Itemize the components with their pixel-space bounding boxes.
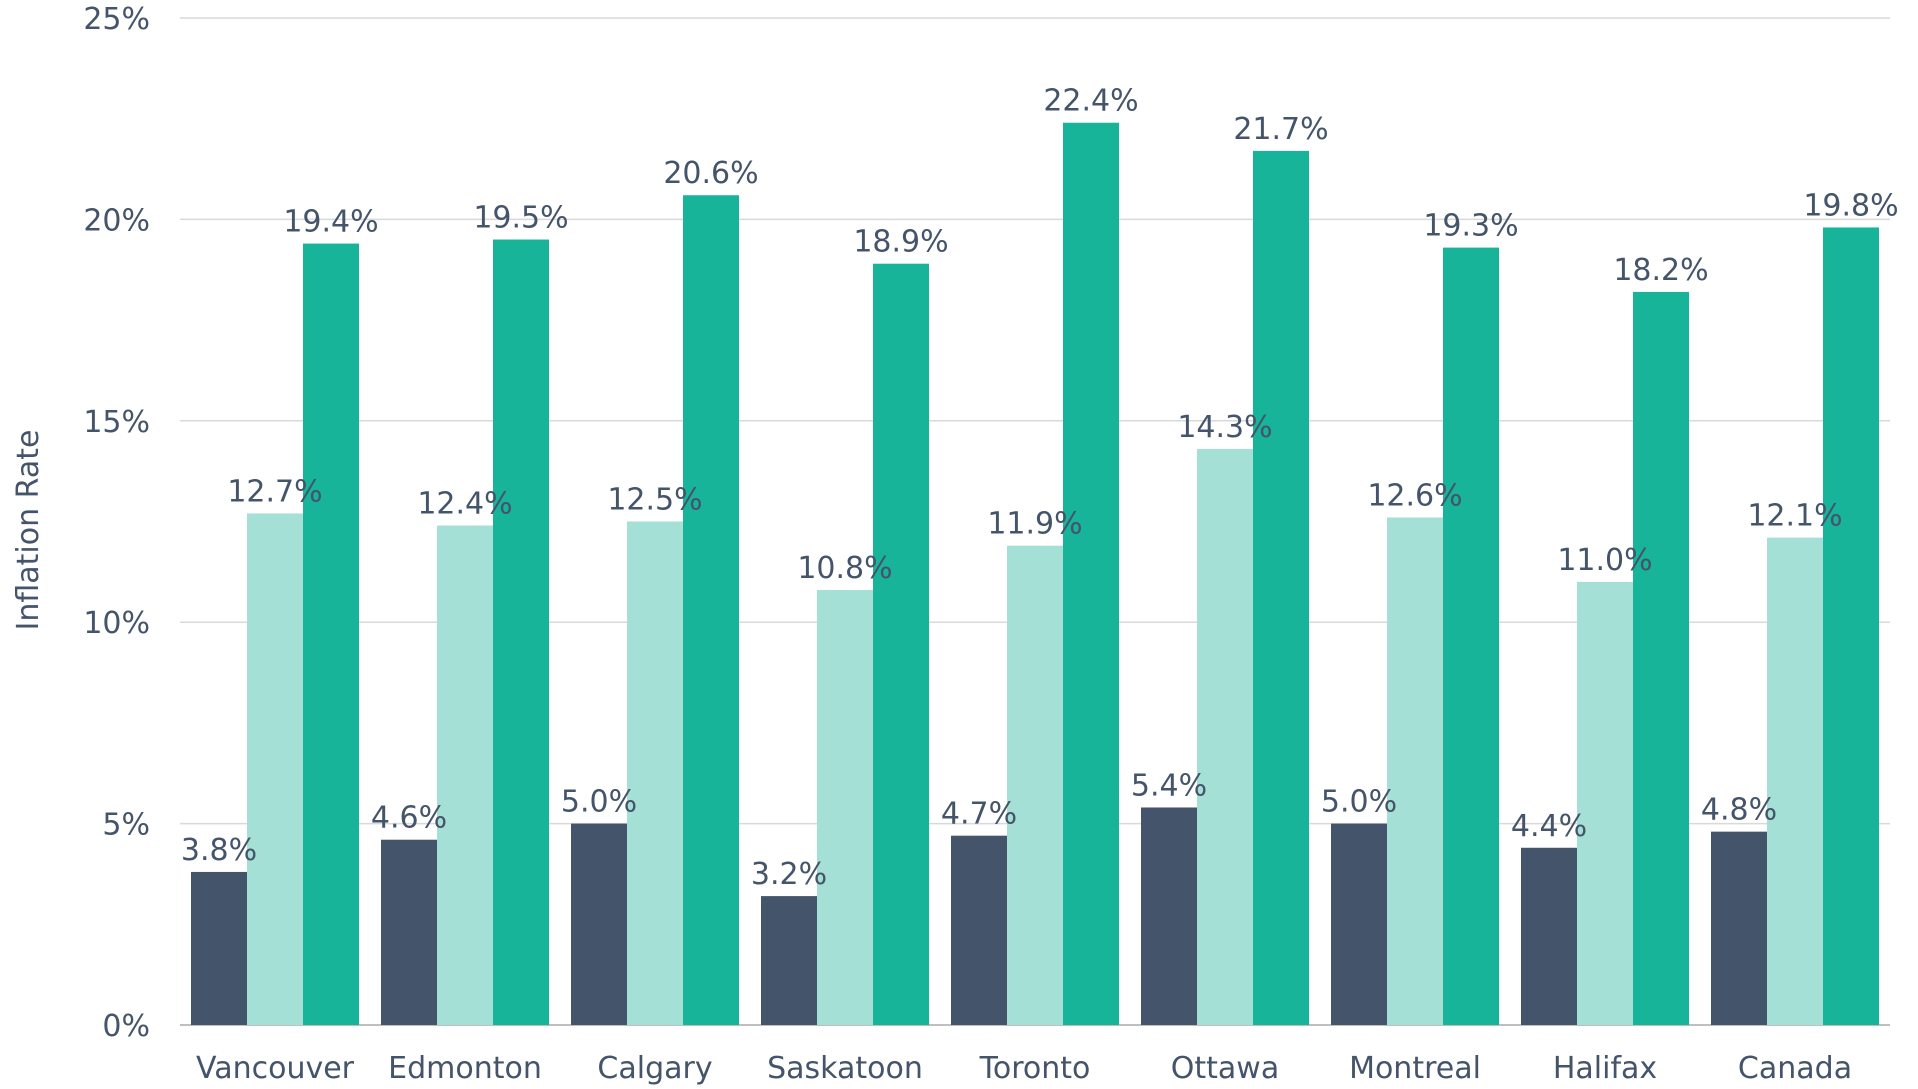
y-tick-label: 20%	[83, 203, 150, 238]
bar-value-label: 12.5%	[607, 483, 702, 518]
bar-value-label: 3.2%	[751, 857, 827, 892]
bar-value-label: 5.0%	[561, 785, 637, 820]
bar-value-label: 19.4%	[283, 205, 378, 240]
bar	[1331, 823, 1387, 1025]
bar-value-label: 19.3%	[1423, 209, 1518, 244]
bar	[1253, 150, 1309, 1025]
bar	[1443, 247, 1499, 1025]
bar	[493, 239, 549, 1026]
y-tick-label: 5%	[102, 808, 150, 843]
bar	[191, 871, 247, 1025]
x-tick-label: Edmonton	[388, 1051, 542, 1086]
bar	[247, 513, 303, 1025]
bar-value-label: 12.4%	[417, 487, 512, 522]
y-tick-label: 0%	[102, 1009, 150, 1044]
bar	[627, 521, 683, 1025]
bar	[1063, 122, 1119, 1025]
bar	[1007, 545, 1063, 1025]
bars	[191, 122, 1879, 1026]
bar-value-label: 5.4%	[1131, 768, 1207, 803]
bar-value-label: 14.3%	[1177, 410, 1272, 445]
bar	[1141, 807, 1197, 1025]
x-tick-label: Canada	[1738, 1051, 1852, 1086]
bar-value-label: 4.8%	[1701, 793, 1777, 828]
bar	[1197, 448, 1253, 1026]
x-tick-label: Calgary	[597, 1051, 712, 1086]
bar-value-label: 4.6%	[371, 801, 447, 836]
y-tick-label: 15%	[83, 405, 150, 440]
bar-value-label: 4.4%	[1511, 809, 1587, 844]
bar	[1633, 291, 1689, 1025]
bar	[951, 835, 1007, 1025]
bar-value-label: 12.6%	[1367, 478, 1462, 513]
bar-value-label: 18.2%	[1613, 253, 1708, 288]
bar	[683, 195, 739, 1025]
x-tick-label: Halifax	[1553, 1051, 1657, 1086]
bar	[571, 823, 627, 1025]
bar-value-label: 22.4%	[1043, 84, 1138, 119]
bar-value-label: 20.6%	[663, 156, 758, 191]
y-tick-label: 10%	[83, 606, 150, 641]
x-axis-ticks: Vancouver Edmonton Calgary Saskatoon Toronto…	[196, 1051, 1852, 1086]
bar	[1387, 517, 1443, 1025]
bar-value-label: 19.5%	[473, 201, 568, 236]
bar	[1577, 581, 1633, 1025]
bar-value-label: 12.1%	[1747, 499, 1842, 534]
x-tick-label: Saskatoon	[767, 1051, 923, 1086]
y-tick-label: 25%	[83, 2, 150, 37]
bar-value-label: 3.8%	[181, 833, 257, 868]
bar	[303, 243, 359, 1025]
bar	[437, 525, 493, 1025]
bar-value-label: 11.0%	[1557, 543, 1652, 578]
bar-value-label: 12.7%	[227, 474, 322, 509]
x-tick-label: Vancouver	[196, 1051, 355, 1086]
x-tick-label: Toronto	[979, 1051, 1091, 1086]
bar	[873, 263, 929, 1025]
bar-value-label: 21.7%	[1233, 112, 1328, 147]
bar-value-label: 18.9%	[853, 225, 948, 260]
bar-value-label: 11.9%	[987, 507, 1082, 542]
x-tick-label: Montreal	[1349, 1051, 1481, 1086]
bar-value-label: 19.8%	[1803, 188, 1898, 223]
bar	[1521, 847, 1577, 1025]
bar	[817, 589, 873, 1025]
bar-value-label: 10.8%	[797, 551, 892, 586]
bar	[381, 839, 437, 1025]
data-labels: 3.8% 12.7% 19.4% 4.6% 12.4% 19.5% 5.0% 12.5% 20.…	[181, 84, 1899, 892]
bar	[1767, 537, 1823, 1025]
bar	[761, 896, 817, 1025]
bar-value-label: 4.7%	[941, 797, 1017, 832]
bar	[1711, 831, 1767, 1025]
x-tick-label: Ottawa	[1171, 1051, 1279, 1086]
bar	[1823, 227, 1879, 1025]
y-axis-label: Inflation Rate	[11, 430, 46, 631]
y-axis-ticks: 0% 5% 10% 15% 20% 25%	[83, 2, 150, 1044]
bar-value-label: 5.0%	[1321, 785, 1397, 820]
